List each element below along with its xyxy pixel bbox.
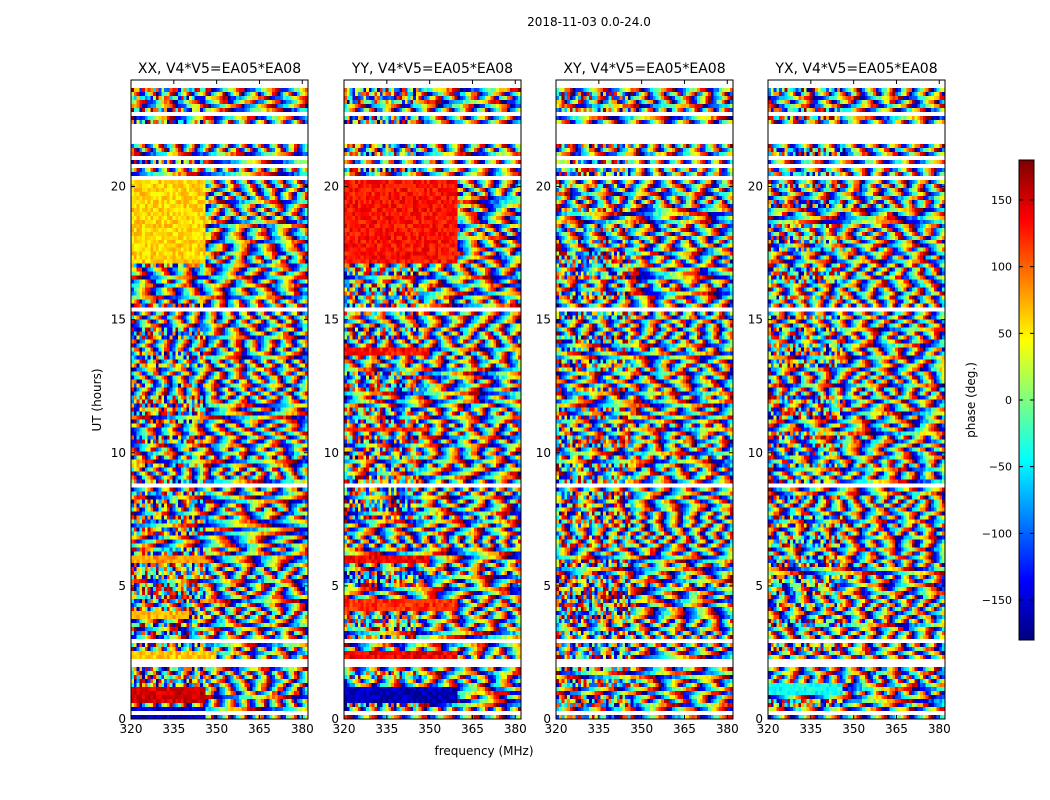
panel-title-yy: YY, V4*V5=EA05*EA08	[351, 61, 513, 77]
x-tick-label: 320	[545, 722, 568, 736]
x-tick-label: 380	[716, 722, 739, 736]
x-tick-label: 350	[205, 722, 228, 736]
colorbar-tick-label: −100	[982, 527, 1012, 540]
panel-xx: XX, V4*V5=EA05*EA08 320 335 350 365 380 0 5 10 15…	[111, 61, 314, 736]
panel-title-yx: YX, V4*V5=EA05*EA08	[774, 61, 937, 77]
x-tick-label: 350	[630, 722, 653, 736]
plot-frame-xy	[555, 79, 734, 720]
y-tick-label: 0	[331, 712, 339, 726]
x-tick-label: 365	[248, 722, 271, 736]
x-tick-label: 320	[757, 722, 780, 736]
panel-xy: XY, V4*V5=EA05*EA08 320 335 350 365 380 0 5 10 15…	[536, 61, 739, 736]
x-tick-label: 335	[162, 722, 185, 736]
y-tick-label: 5	[755, 579, 763, 593]
panel-yx: YX, V4*V5=EA05*EA08 320 335 350 365 380 0 5 10 15…	[748, 61, 951, 736]
phase-heatmap-xx	[131, 80, 308, 719]
plot-frame-yx	[767, 79, 946, 720]
x-tick-label: 380	[928, 722, 951, 736]
y-tick-label: 20	[324, 180, 339, 194]
phase-heatmap-xy	[556, 80, 733, 719]
y-tick-label: 20	[748, 180, 763, 194]
x-tick-label: 365	[885, 722, 908, 736]
panel-title-xy: XY, V4*V5=EA05*EA08	[563, 61, 725, 77]
panel-title-xx: XX, V4*V5=EA05*EA08	[138, 61, 301, 77]
phase-heatmap-yy	[344, 80, 521, 719]
y-tick-label: 0	[543, 712, 551, 726]
colorbar-tick-label: −50	[989, 461, 1012, 474]
colorbar-tick-label: 150	[991, 194, 1012, 207]
colorbar-tick-label: 0	[1005, 394, 1012, 407]
x-tick-label: 335	[799, 722, 822, 736]
y-tick-label: 15	[111, 313, 126, 327]
colorbar-label: phase (deg.)	[964, 362, 978, 438]
colorbar-tick-label: 50	[998, 327, 1012, 340]
y-tick-label: 10	[748, 446, 763, 460]
plot-frame-yy	[343, 79, 522, 720]
phase-heatmap-yx	[768, 80, 945, 719]
x-tick-label: 380	[504, 722, 527, 736]
x-tick-label: 350	[418, 722, 441, 736]
y-tick-label: 15	[748, 313, 763, 327]
x-tick-label: 320	[333, 722, 356, 736]
y-tick-label: 15	[324, 313, 339, 327]
colorbar-tick-label: −150	[982, 594, 1012, 607]
x-axis-label: frequency (MHz)	[434, 744, 533, 758]
y-tick-label: 15	[536, 313, 551, 327]
x-tick-label: 350	[842, 722, 865, 736]
x-tick-label: 320	[120, 722, 143, 736]
y-tick-label: 5	[331, 579, 339, 593]
colorbar-tick-label: 100	[991, 261, 1012, 274]
colorbar: −150 −100 −50 0 50 100 150	[982, 159, 1035, 641]
y-tick-label: 5	[543, 579, 551, 593]
x-tick-label: 335	[375, 722, 398, 736]
y-tick-label: 10	[324, 446, 339, 460]
plot-frame-xx	[130, 79, 309, 720]
y-tick-label: 20	[536, 180, 551, 194]
panel-yy: YY, V4*V5=EA05*EA08 320 335 350 365 380 0 5 10 15…	[324, 61, 527, 736]
y-tick-label: 10	[536, 446, 551, 460]
x-tick-label: 380	[291, 722, 314, 736]
y-tick-label: 10	[111, 446, 126, 460]
y-tick-label: 20	[111, 180, 126, 194]
figure-suptitle: 2018-11-03 0.0-24.0	[527, 15, 651, 29]
y-tick-label: 5	[118, 579, 126, 593]
y-tick-label: 0	[755, 712, 763, 726]
x-tick-label: 365	[461, 722, 484, 736]
x-tick-label: 335	[587, 722, 610, 736]
x-tick-label: 365	[673, 722, 696, 736]
y-tick-label: 0	[118, 712, 126, 726]
y-axis-label: UT (hours)	[90, 368, 104, 431]
